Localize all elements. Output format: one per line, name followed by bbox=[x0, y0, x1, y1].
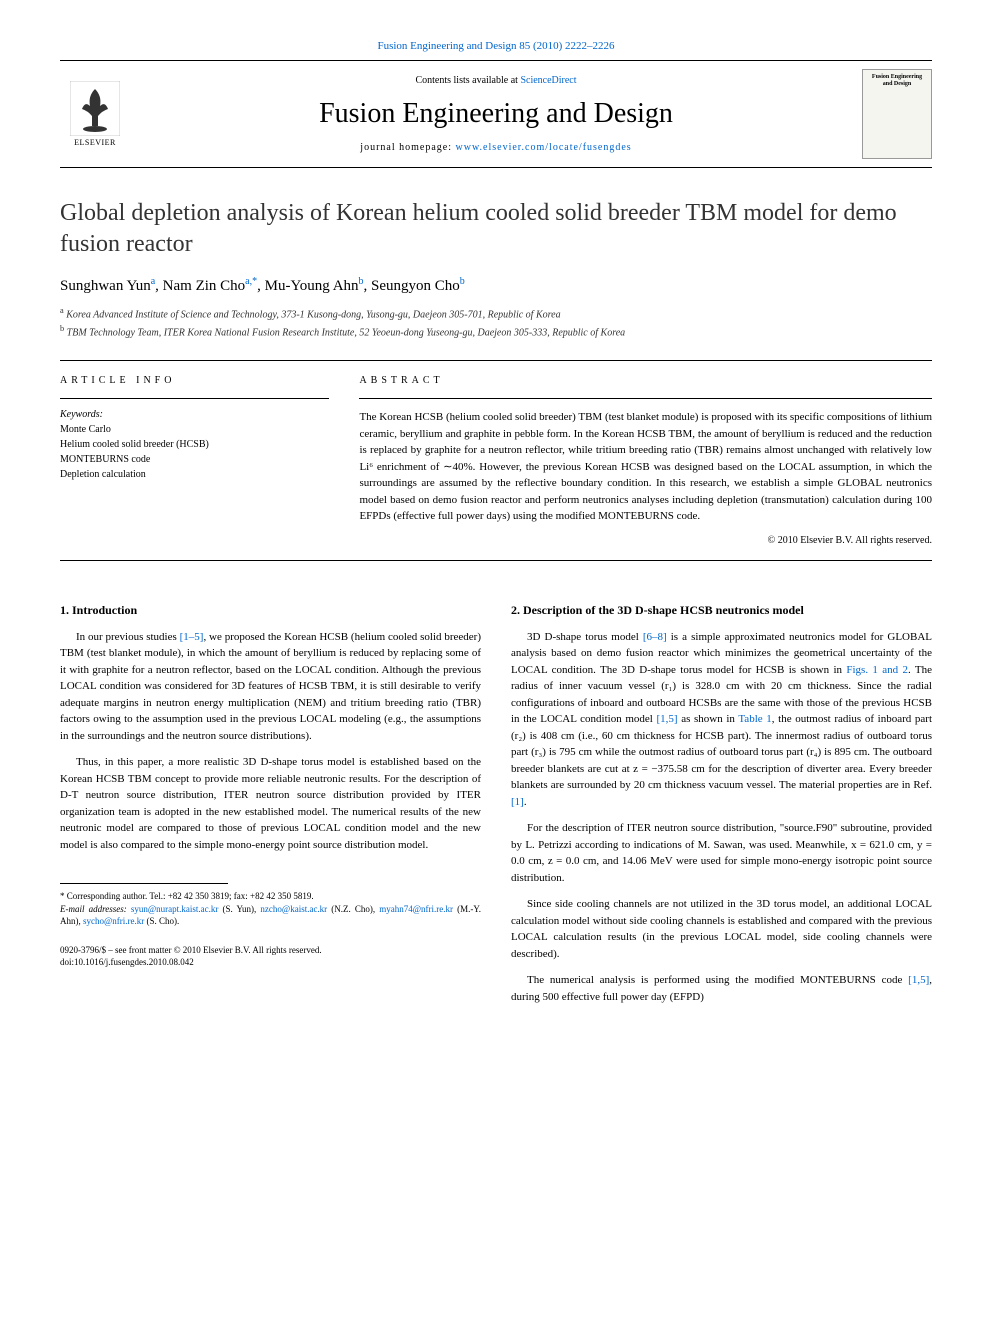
right-column: 2. Description of the 3D D-shape HCSB ne… bbox=[511, 601, 932, 1016]
paragraph: The numerical analysis is performed usin… bbox=[511, 972, 932, 1005]
journal-cover-thumb: Fusion Engineering and Design bbox=[862, 69, 932, 159]
abstract-copyright: © 2010 Elsevier B.V. All rights reserved… bbox=[359, 535, 932, 546]
paragraph: For the description of ITER neutron sour… bbox=[511, 820, 932, 886]
publisher-name: ELSEVIER bbox=[74, 138, 116, 147]
header-center: Contents lists available at ScienceDirec… bbox=[130, 75, 862, 153]
homepage-link[interactable]: www.elsevier.com/locate/fusengdes bbox=[456, 142, 632, 153]
article-title: Global depletion analysis of Korean heli… bbox=[60, 198, 932, 260]
section-1-heading: 1. Introduction bbox=[60, 601, 481, 619]
homepage-prefix: journal homepage: bbox=[360, 142, 455, 153]
journal-header: ELSEVIER Contents lists available at Sci… bbox=[60, 60, 932, 168]
paragraph: In our previous studies [1–5], we propos… bbox=[60, 629, 481, 745]
keywords-label: Keywords: bbox=[60, 409, 329, 420]
abstract-heading: ABSTRACT bbox=[359, 375, 932, 386]
footnote-divider bbox=[60, 883, 228, 884]
divider bbox=[359, 398, 932, 399]
footer-meta: 0920-3796/$ – see front matter © 2010 El… bbox=[60, 944, 481, 969]
email-link[interactable]: syun@nurapt.kaist.ac.kr bbox=[131, 904, 219, 914]
sciencedirect-link[interactable]: ScienceDirect bbox=[520, 75, 576, 86]
contents-prefix: Contents lists available at bbox=[415, 75, 520, 86]
email-link[interactable]: sycho@nfri.re.kr bbox=[83, 916, 144, 926]
email-link[interactable]: nzcho@kaist.ac.kr bbox=[260, 904, 327, 914]
journal-name: Fusion Engineering and Design bbox=[130, 98, 862, 130]
corresponding-author-note: * Corresponding author. Tel.: +82 42 350… bbox=[60, 890, 481, 903]
issn-line: 0920-3796/$ – see front matter © 2010 El… bbox=[60, 944, 481, 957]
publisher-logo: ELSEVIER bbox=[60, 74, 130, 154]
paragraph: Thus, in this paper, a more realistic 3D… bbox=[60, 754, 481, 853]
keywords-list: Monte CarloHelium cooled solid breeder (… bbox=[60, 422, 329, 482]
left-column: 1. Introduction In our previous studies … bbox=[60, 601, 481, 1016]
section-2-heading: 2. Description of the 3D D-shape HCSB ne… bbox=[511, 601, 932, 619]
header-citation: Fusion Engineering and Design 85 (2010) … bbox=[60, 40, 932, 52]
abstract-block: ABSTRACT The Korean HCSB (helium cooled … bbox=[359, 375, 932, 546]
paragraph: Since side cooling channels are not util… bbox=[511, 896, 932, 962]
article-info-block: ARTICLE INFO Keywords: Monte CarloHelium… bbox=[60, 375, 329, 546]
paragraph: 3D D-shape torus model [6–8] is a simple… bbox=[511, 629, 932, 811]
authors-line: Sunghwan Yuna, Nam Zin Choa,*, Mu-Young … bbox=[60, 276, 932, 295]
email-addresses: E-mail addresses: syun@nurapt.kaist.ac.k… bbox=[60, 903, 481, 928]
doi-line: doi:10.1016/j.fusengdes.2010.08.042 bbox=[60, 956, 481, 969]
contents-line: Contents lists available at ScienceDirec… bbox=[130, 75, 862, 86]
meta-section: ARTICLE INFO Keywords: Monte CarloHelium… bbox=[60, 360, 932, 561]
divider bbox=[60, 398, 329, 399]
abstract-text: The Korean HCSB (helium cooled solid bre… bbox=[359, 409, 932, 525]
email-link[interactable]: myahn74@nfri.re.kr bbox=[379, 904, 453, 914]
body-columns: 1. Introduction In our previous studies … bbox=[60, 601, 932, 1016]
affiliations: a Korea Advanced Institute of Science an… bbox=[60, 305, 932, 340]
footnotes: * Corresponding author. Tel.: +82 42 350… bbox=[60, 890, 481, 928]
cover-thumb-title: Fusion Engineering and Design bbox=[867, 74, 927, 87]
article-info-heading: ARTICLE INFO bbox=[60, 375, 329, 386]
homepage-line: journal homepage: www.elsevier.com/locat… bbox=[130, 142, 862, 153]
elsevier-tree-icon bbox=[70, 81, 120, 136]
